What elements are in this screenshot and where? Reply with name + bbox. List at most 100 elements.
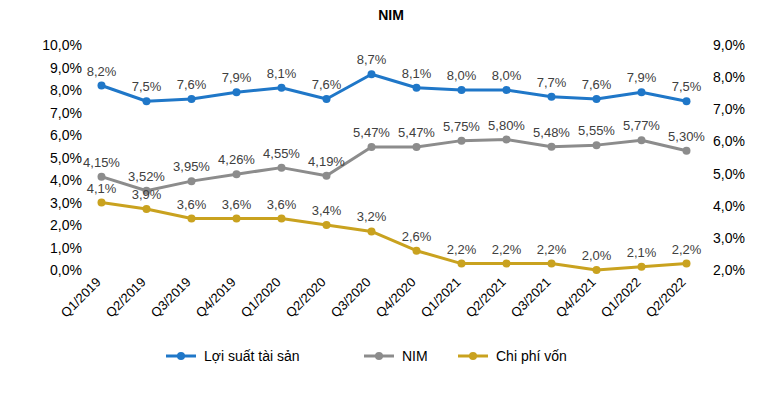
chart-container: NIM 0,0% 1,0% 2,0% 3,0% 4,0% 5,0% 6,0% 7,0% 8,0% 9… <box>0 0 782 393</box>
x-tick-label: Q1/2019 <box>58 275 104 321</box>
x-tick-label: Q3/2019 <box>148 275 194 321</box>
series-marker <box>233 88 241 96</box>
data-label: 4,26% <box>218 152 255 167</box>
series-marker <box>638 88 646 96</box>
x-tick-label: Q1/2020 <box>238 275 284 321</box>
data-label: 3,6% <box>267 197 297 212</box>
series-line <box>102 140 687 191</box>
x-tick-label: Q1/2022 <box>598 275 644 321</box>
series-marker <box>98 199 106 207</box>
series-marker <box>98 82 106 90</box>
x-tick-label: Q2/2021 <box>463 275 509 321</box>
data-label: 3,9% <box>132 187 162 202</box>
series-marker <box>503 86 511 94</box>
data-label: 8,1% <box>267 66 297 81</box>
data-label: 2,1% <box>627 245 657 260</box>
y-tick-label: 7,0% <box>50 105 82 121</box>
data-label: 8,1% <box>402 66 432 81</box>
series-marker <box>368 227 376 235</box>
y-tick-label: 4,0% <box>50 172 82 188</box>
series-marker <box>413 143 421 151</box>
data-label: 5,47% <box>398 125 435 140</box>
data-label: 3,52% <box>128 169 165 184</box>
x-tick-label: Q4/2021 <box>553 275 599 321</box>
axes: 0,0% 1,0% 2,0% 3,0% 4,0% 5,0% 6,0% 7,0% 8,0% 9,0%… <box>42 37 745 320</box>
series-marker <box>638 263 646 271</box>
plot-area <box>98 70 691 274</box>
series-marker <box>593 95 601 103</box>
series-marker <box>683 260 691 268</box>
data-label: 3,95% <box>173 159 210 174</box>
legend-label: Chi phí vốn <box>496 348 567 364</box>
data-label: 3,6% <box>177 197 207 212</box>
data-label: 5,80% <box>488 118 525 133</box>
legend: Lợi suất tài sảnNIMChi phí vốn <box>166 348 567 364</box>
data-label: 4,15% <box>83 155 120 170</box>
data-label: 3,6% <box>222 197 252 212</box>
data-labels: 8,2%7,5%7,6%7,9%8,1%7,6%8,7%8,1%8,0%8,0%… <box>83 52 705 263</box>
data-label: 7,7% <box>537 75 567 90</box>
data-label: 5,30% <box>668 129 705 144</box>
data-label: 5,77% <box>623 118 660 133</box>
series-marker <box>458 137 466 145</box>
y2-tick-label: 9,0% <box>713 37 745 53</box>
y-tick-label: 2,0% <box>50 217 82 233</box>
legend-marker <box>469 352 477 360</box>
x-tick-label: Q3/2021 <box>508 275 554 321</box>
y-tick-label: 9,0% <box>50 60 82 76</box>
legend-marker <box>375 352 383 360</box>
series-marker <box>548 143 556 151</box>
y-tick-label: 3,0% <box>50 195 82 211</box>
data-label: 2,0% <box>582 248 612 263</box>
data-label: 7,6% <box>312 77 342 92</box>
y-tick-label: 8,0% <box>50 82 82 98</box>
series-marker <box>683 147 691 155</box>
y2-tick-label: 6,0% <box>713 133 745 149</box>
x-tick-label: Q2/2020 <box>283 275 329 321</box>
y2-tick-label: 2,0% <box>713 262 745 278</box>
series-marker <box>413 84 421 92</box>
series-marker <box>503 136 511 144</box>
series-marker <box>593 141 601 149</box>
series-marker <box>278 215 286 223</box>
series-marker <box>458 260 466 268</box>
y2-tick-label: 5,0% <box>713 166 745 182</box>
data-label: 2,2% <box>492 242 522 257</box>
x-tick-label: Q4/2020 <box>373 275 419 321</box>
data-label: 5,47% <box>353 125 390 140</box>
data-label: 5,55% <box>578 123 615 138</box>
y2-tick-label: 7,0% <box>713 101 745 117</box>
y-tick-label: 5,0% <box>50 150 82 166</box>
data-label: 3,2% <box>357 209 387 224</box>
chart-svg: NIM 0,0% 1,0% 2,0% 3,0% 4,0% 5,0% 6,0% 7,0% 8,0% 9… <box>0 0 782 393</box>
series-marker <box>593 266 601 274</box>
y2-tick-label: 8,0% <box>713 69 745 85</box>
series-marker <box>683 97 691 105</box>
series-line <box>102 203 687 271</box>
series-marker <box>278 84 286 92</box>
series-marker <box>548 260 556 268</box>
data-label: 7,6% <box>582 77 612 92</box>
title: NIM <box>378 7 404 23</box>
data-label: 7,9% <box>627 70 657 85</box>
y-tick-label: 1,0% <box>50 240 82 256</box>
data-label: 7,5% <box>132 79 162 94</box>
series-marker <box>323 221 331 229</box>
series-marker <box>323 172 331 180</box>
data-label: 4,55% <box>263 146 300 161</box>
data-label: 5,75% <box>443 119 480 134</box>
data-label: 8,0% <box>492 68 522 83</box>
data-label: 7,5% <box>672 79 702 94</box>
series-marker <box>188 215 196 223</box>
x-tick-label: Q3/2020 <box>328 275 374 321</box>
data-label: 2,2% <box>672 242 702 257</box>
series-marker <box>233 170 241 178</box>
y-tick-label: 0,0% <box>50 262 82 278</box>
data-label: 2,2% <box>537 242 567 257</box>
y2-tick-label: 3,0% <box>713 230 745 246</box>
series-marker <box>143 205 151 213</box>
series-marker <box>413 247 421 255</box>
series-marker <box>233 215 241 223</box>
data-label: 8,2% <box>87 64 117 79</box>
series-marker <box>368 70 376 78</box>
